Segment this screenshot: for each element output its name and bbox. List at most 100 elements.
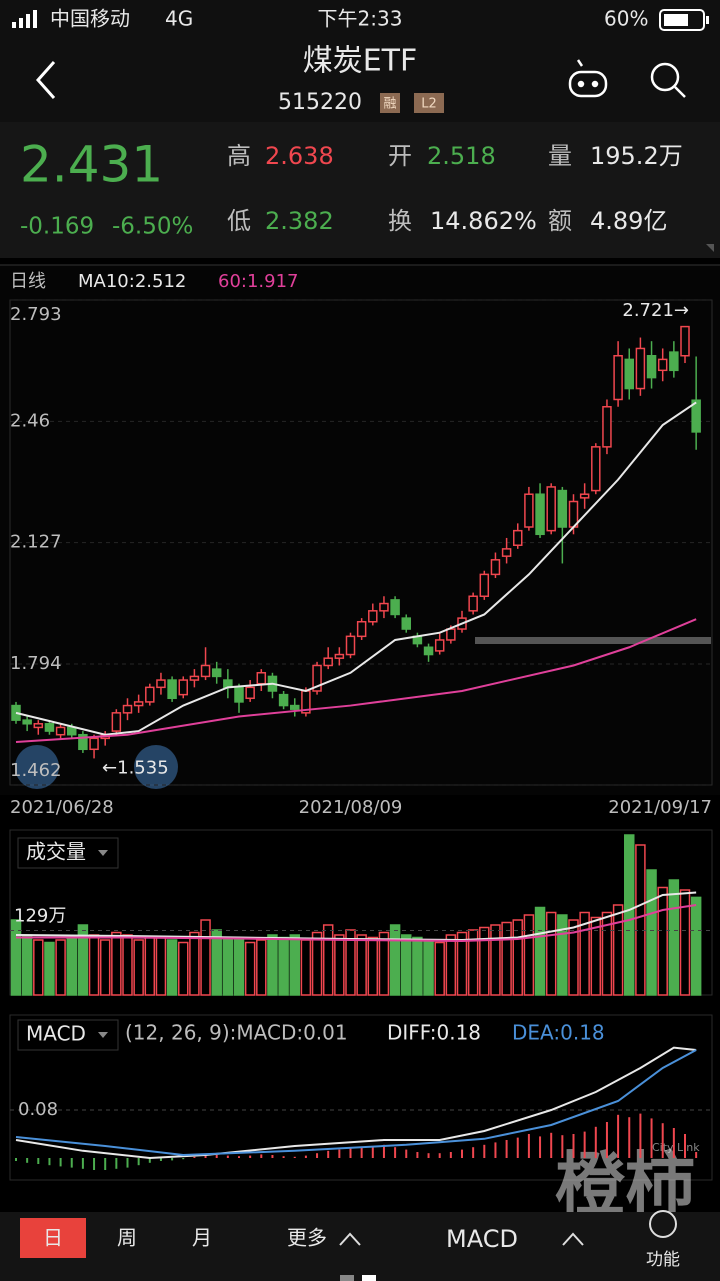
candle-body — [356, 621, 367, 638]
tab[interactable]: 周 — [117, 1226, 137, 1250]
back-button[interactable] — [35, 61, 56, 99]
volume-bar — [33, 939, 44, 996]
network: 4G — [165, 7, 193, 31]
volume-bar — [322, 924, 334, 996]
badge: L2 — [421, 97, 437, 112]
kline-bg — [0, 265, 720, 795]
indicator-line — [16, 904, 697, 943]
candle-body — [256, 672, 267, 685]
candle-body — [513, 529, 523, 546]
candle-body — [423, 646, 434, 656]
candle-body — [211, 668, 222, 678]
volume-bar — [557, 914, 568, 996]
volume-bar — [311, 931, 323, 996]
candle-body — [167, 679, 177, 700]
volume-title[interactable]: 成交量 — [26, 840, 86, 864]
field-label: 换 — [388, 207, 412, 235]
volume-bar — [200, 919, 211, 996]
volume-bar — [289, 934, 300, 996]
volume-bar — [534, 906, 546, 996]
watermark-sub: City Link — [652, 1141, 700, 1154]
candle-body — [691, 399, 701, 433]
y-tick-label: 2.793 — [10, 304, 62, 325]
volume-bar — [657, 886, 668, 996]
corner-mark — [706, 244, 714, 252]
volume-bar — [445, 934, 457, 996]
y-tick-label: 2.46 — [10, 410, 50, 431]
candle-body — [33, 723, 44, 729]
candle-body — [122, 704, 133, 714]
badge: 融 — [383, 97, 396, 112]
candle-body — [67, 726, 77, 736]
function-icon[interactable] — [649, 1210, 677, 1238]
indicator[interactable]: MACD — [446, 1225, 518, 1253]
volume-bar — [501, 921, 512, 996]
volume-bar — [77, 924, 89, 996]
function[interactable]: 功能 — [646, 1250, 680, 1270]
field-value: 195.2万 — [590, 142, 683, 170]
candle-body — [535, 493, 545, 536]
volume-bar — [601, 911, 613, 996]
field-value: 2.518 — [427, 142, 496, 170]
volume-bar — [133, 939, 144, 996]
volume-bar — [479, 926, 490, 996]
selection-band — [475, 637, 711, 644]
volume-bar — [244, 941, 256, 996]
candle-body — [646, 355, 657, 379]
volume-bar — [490, 924, 501, 996]
search-icon[interactable] — [650, 62, 686, 98]
dropdown[interactable] — [17, 1019, 119, 1051]
volume-bar — [356, 934, 367, 996]
candle-body — [334, 653, 345, 659]
field-label: 额 — [548, 207, 572, 235]
touch-indicator — [134, 745, 178, 789]
carrier: 中国移动 — [50, 7, 130, 31]
badge-bg — [414, 93, 444, 113]
tab[interactable]: 更多 — [287, 1226, 327, 1250]
volume-bar — [178, 941, 189, 996]
candle-body — [178, 679, 188, 696]
candle-body — [189, 675, 200, 681]
y-tick-label: 1.794 — [10, 653, 62, 674]
y-tick-label: 0.08 — [18, 1099, 58, 1120]
price: 2.431 — [20, 136, 163, 194]
change-pct: -6.50% — [112, 214, 193, 240]
candle-body — [312, 664, 322, 692]
code: 515220 — [278, 90, 362, 115]
volume-bar — [456, 931, 468, 996]
volume-bar — [334, 934, 345, 996]
volume-bar — [545, 911, 557, 996]
macd-frame — [9, 1014, 713, 1181]
candle-body — [345, 635, 356, 656]
ma-label: MA10:2.512 — [78, 271, 186, 292]
field-label: 开 — [388, 142, 412, 170]
candle-body — [479, 573, 490, 597]
volume-bar — [55, 939, 66, 996]
candle-body — [490, 559, 501, 576]
volume-bar — [612, 904, 624, 996]
y-tick-label: 129万 — [14, 906, 66, 927]
x-tick-label: 2021/06/28 — [10, 797, 114, 818]
candle-body — [390, 599, 400, 616]
volume-bar — [267, 934, 278, 996]
volume-bar — [155, 936, 167, 996]
indicator-line — [15, 618, 697, 744]
volume-bar — [668, 879, 680, 996]
robot-icon[interactable] — [568, 59, 608, 98]
field-label: 量 — [548, 142, 572, 170]
candle-body — [111, 712, 122, 732]
dropdown[interactable] — [17, 837, 119, 869]
indicator-line — [15, 891, 697, 942]
candle-body — [602, 406, 612, 448]
ma-label: 60:1.917 — [218, 271, 299, 292]
candle-body — [591, 446, 601, 492]
tab[interactable]: 月 — [192, 1226, 212, 1250]
tab-bar — [0, 1212, 720, 1281]
tab[interactable]: 日 — [43, 1226, 63, 1250]
macd-title[interactable]: MACD — [26, 1022, 86, 1046]
dea-label: DEA:0.18 — [512, 1021, 605, 1045]
dropdown-arrow — [98, 1032, 108, 1038]
volume-bar — [44, 941, 55, 996]
volume-bar — [423, 939, 434, 996]
